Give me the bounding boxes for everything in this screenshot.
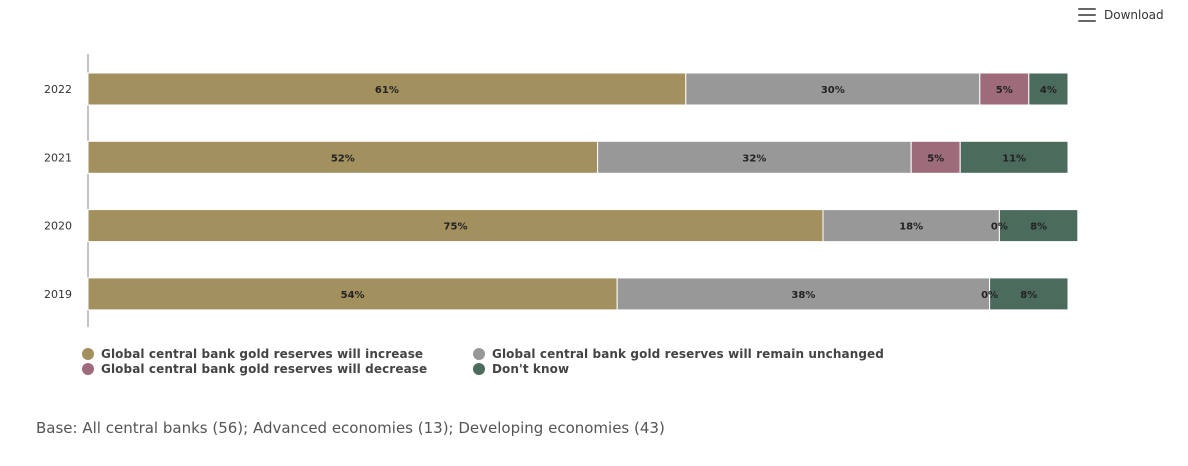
bar-segment[interactable] [87, 209, 824, 243]
legend-swatch-icon [82, 362, 94, 375]
legend-label: Global central bank gold reserves will i… [101, 346, 424, 361]
legend-item[interactable]: Global central bank gold reserves will i… [82, 346, 473, 361]
data-label: 30% [821, 85, 845, 96]
legend-item[interactable]: Don't know [473, 361, 873, 376]
legend-swatch-icon [473, 362, 485, 375]
data-label: 8% [1020, 290, 1037, 301]
data-label: 38% [791, 290, 815, 301]
bar-segment[interactable] [1028, 72, 1069, 106]
data-label: 4% [1040, 85, 1057, 96]
download-button[interactable]: Download [1078, 8, 1164, 22]
base-footnote: Base: All central banks (56); Advanced e… [36, 419, 665, 437]
chart-legend: Global central bank gold reserves will i… [82, 346, 884, 376]
legend-label: Global central bank gold reserves will r… [492, 346, 884, 361]
data-label: 0% [991, 222, 1008, 233]
legend-label: Don't know [492, 361, 570, 376]
y-tick-label: 2020 [44, 220, 72, 233]
stacked-bar-chart: 2022 61% 30% 5% 4% 2021 52% 32% 5% 11% 2020 75% 18% 0… [44, 54, 1079, 327]
data-label: 18% [899, 222, 923, 233]
data-label: 5% [996, 85, 1013, 96]
legend-swatch-icon [473, 347, 485, 360]
bar-segment[interactable] [998, 209, 1079, 243]
data-label: 0% [981, 290, 998, 301]
bar-segment[interactable] [822, 209, 1000, 243]
data-label: 11% [1002, 153, 1026, 164]
data-label: 32% [742, 153, 766, 164]
data-label: 54% [341, 290, 365, 301]
y-tick-label: 2021 [44, 151, 72, 164]
hamburger-menu-icon [1078, 8, 1096, 22]
legend-item[interactable]: Global central bank gold reserves will d… [82, 361, 473, 376]
data-label: 75% [444, 222, 468, 233]
bar-segment[interactable] [87, 72, 687, 106]
data-label: 5% [927, 153, 944, 164]
bar-segment[interactable] [87, 277, 618, 311]
bar-segment[interactable] [979, 72, 1030, 106]
bar-segment[interactable] [685, 72, 981, 106]
bar-segment[interactable] [989, 277, 1069, 311]
bar-segment[interactable] [910, 140, 961, 174]
data-label: 52% [331, 153, 355, 164]
legend-label: Global central bank gold reserves will d… [101, 361, 428, 376]
bar-segment[interactable] [959, 140, 1069, 174]
download-label: Download [1104, 8, 1164, 22]
data-label: 61% [375, 85, 399, 96]
legend-swatch-icon [82, 347, 94, 360]
data-label: 8% [1030, 222, 1047, 233]
y-tick-label: 2019 [44, 288, 72, 301]
bar-segment[interactable] [616, 277, 991, 311]
y-tick-label: 2022 [44, 83, 72, 96]
legend-item[interactable]: Global central bank gold reserves will r… [473, 346, 884, 361]
